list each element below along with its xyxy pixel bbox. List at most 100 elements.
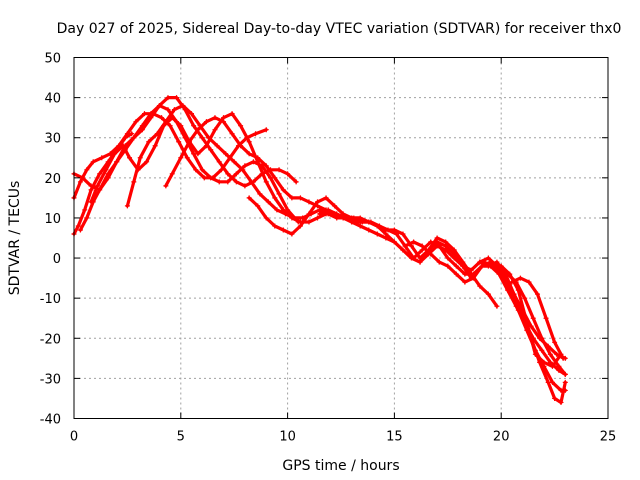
data-point [186,139,192,145]
y-tick-labels: -40 -30 -20 -10 0 10 20 30 40 50 [40,52,61,428]
data-point [562,371,568,377]
data-point [462,271,468,277]
data-point [419,243,425,249]
data-point [203,119,209,125]
data-point [193,167,199,173]
data-point [240,167,246,173]
data-point [517,275,523,281]
data-point [263,179,269,185]
data-point [203,143,209,149]
axis-ticks [73,57,609,419]
data-point [255,155,261,161]
data-point [297,195,303,201]
data-point [562,387,568,393]
data-point [498,263,504,269]
data-point [221,119,227,125]
data-point [507,271,513,277]
data-point [434,235,440,241]
data-point [208,175,214,181]
data-point [293,179,299,185]
x-tick-label: 10 [279,430,296,445]
data-point [103,167,109,173]
data-point [159,115,165,121]
series-arc-15 [499,264,563,368]
data-point [547,351,553,357]
data-point [114,159,120,165]
data-point [443,247,449,253]
data-point [368,219,374,225]
data-point [289,231,295,237]
data-point [176,139,182,145]
y-tick-label: -20 [40,332,61,347]
series-arc-4 [78,103,300,232]
data-point [80,175,86,181]
data-point [75,223,81,229]
x-tick-label: 15 [386,430,403,445]
data-point [428,251,434,257]
y-tick-label: -40 [40,413,61,428]
data-point [451,255,457,261]
data-point [201,175,207,181]
data-point [537,335,543,341]
data-point [124,131,130,137]
data-point [374,231,380,237]
data-point [385,227,391,233]
data-point [285,207,291,213]
data-point [195,151,201,157]
data-point [82,207,88,213]
data-point [248,179,254,185]
data-point [558,351,564,357]
data-point [349,219,355,225]
data-point [428,239,434,245]
plot-frame [73,57,609,419]
x-tick-label: 0 [70,430,78,445]
data-point [402,243,408,249]
data-point [242,183,248,189]
data-point [453,271,459,277]
data-point [507,287,513,293]
data-point [131,135,137,141]
data-point [229,111,235,117]
x-tick-labels: 0 5 10 15 20 25 [70,430,616,445]
data-point [272,223,278,229]
data-point [453,263,459,269]
data-point [323,195,329,201]
data-point [191,123,197,129]
data-point [549,379,555,385]
data-point [317,211,323,217]
data-point [502,271,508,277]
data-point [255,203,261,209]
data-point [383,235,389,241]
data-point [445,255,451,261]
data-point [289,195,295,201]
data-point [485,291,491,297]
data-point [359,219,365,225]
data-point [131,179,137,185]
data-point [272,195,278,201]
data-point [315,215,321,221]
data-point [225,179,231,185]
data-point [127,155,133,161]
data-point [276,167,282,173]
data-point [282,211,288,217]
data-point [231,159,237,165]
data-point [180,103,186,109]
data-point [154,131,160,137]
data-point [366,227,372,233]
data-point [470,275,476,281]
data-point [306,211,312,217]
data-point [156,103,162,109]
data-point [99,155,105,161]
data-point [233,179,239,185]
data-point [522,295,528,301]
data-point [212,115,218,121]
data-point [242,163,248,169]
data-point [280,227,286,233]
y-tick-label: -10 [40,292,61,307]
data-point [552,339,558,345]
data-point [84,215,90,221]
data-point [223,151,229,157]
data-point [216,179,222,185]
data-point [332,203,338,209]
data-point [178,155,184,161]
